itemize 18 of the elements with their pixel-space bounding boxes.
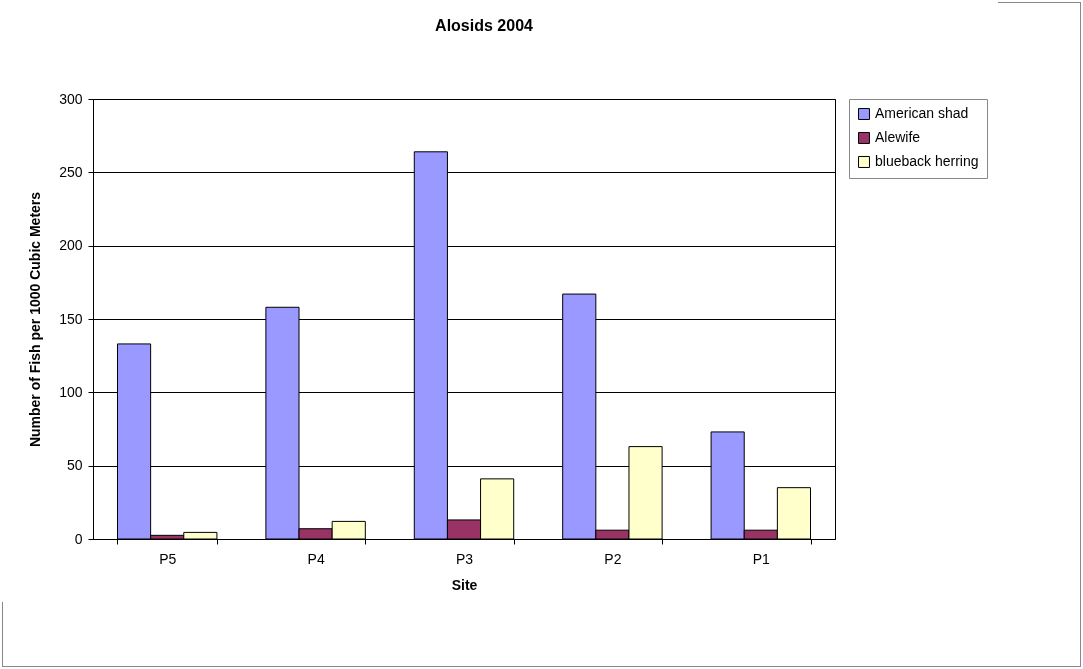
y-tick-label: 50 <box>66 457 83 474</box>
y-tick-label: 250 <box>59 163 83 180</box>
y-tick-label: 200 <box>59 237 83 254</box>
x-tick-label: P5 <box>159 550 177 567</box>
x-tick-label: P1 <box>752 550 771 567</box>
x-tick-label: P4 <box>307 550 325 567</box>
y-tick-label: 150 <box>59 310 83 327</box>
y-tick-label: 300 <box>59 90 83 107</box>
y-tick-label: 0 <box>74 530 83 547</box>
legend-label: American shad <box>875 105 969 121</box>
x-axis-title: Site <box>451 576 478 593</box>
x-tick-label: P3 <box>455 550 474 567</box>
y-tick-label: 100 <box>59 383 83 400</box>
x-tick-label: P2 <box>604 550 622 567</box>
legend-label: Alewife <box>875 129 921 145</box>
legend-label: blueback herring <box>875 153 979 169</box>
y-axis-title: Number of Fish per 1000 Cubic Meters <box>27 191 44 448</box>
chart-title: Alosids 2004 <box>435 17 534 34</box>
